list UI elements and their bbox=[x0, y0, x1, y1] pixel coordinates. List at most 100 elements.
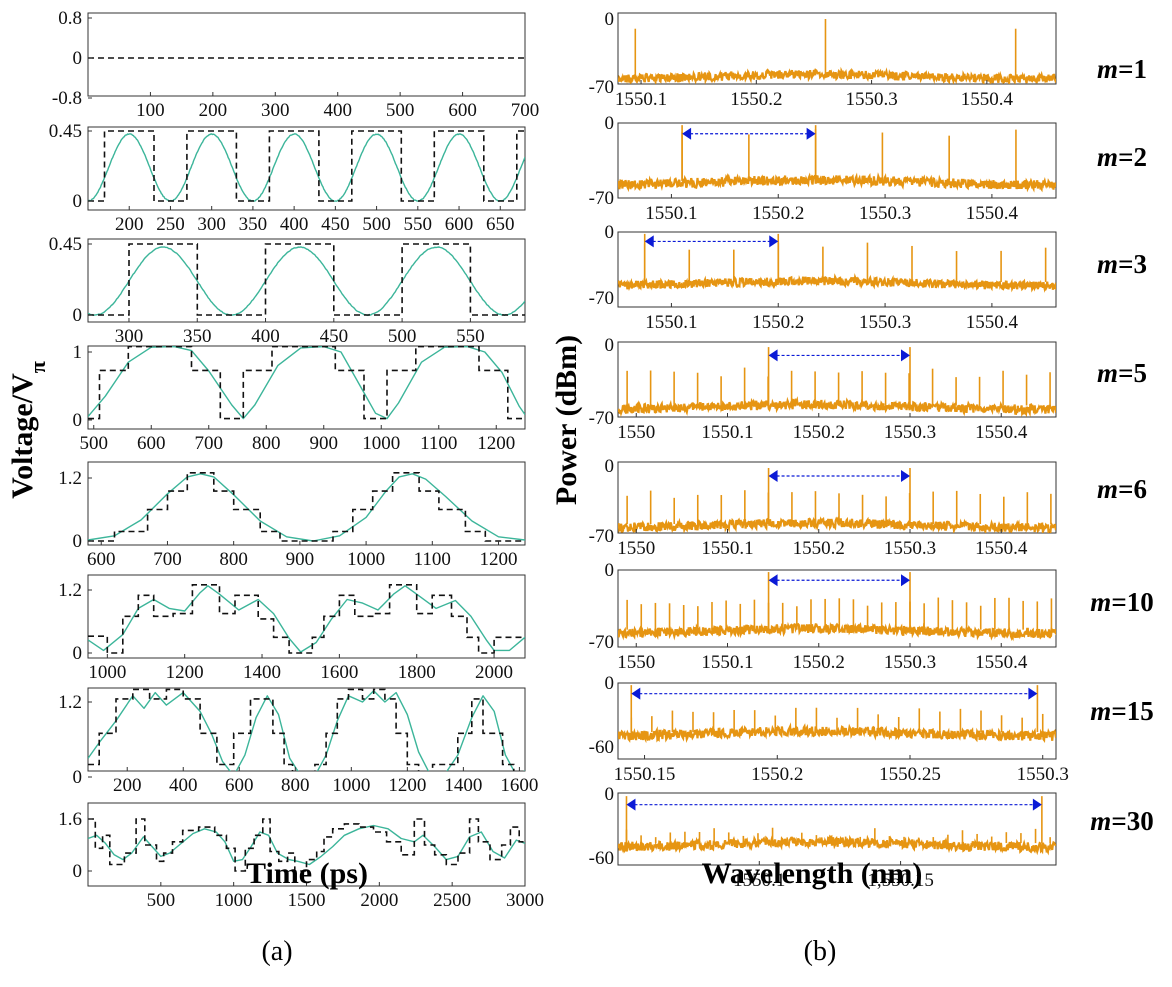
spectrum-subplot-8: 0 -60 1550.1 1,550.15 m=30 bbox=[589, 784, 1154, 891]
y-tick-label: 0.8 bbox=[58, 8, 82, 29]
harmonic-order-label: m=30 bbox=[1090, 806, 1153, 836]
x-tick-label: 1550.1 bbox=[615, 89, 667, 110]
y-tick-label: -70 bbox=[589, 632, 614, 653]
y-tick-label: -70 bbox=[589, 288, 614, 309]
filtered-signal-line bbox=[88, 690, 525, 771]
y-tick-label: -70 bbox=[589, 526, 614, 547]
subplot-frame bbox=[617, 461, 1057, 534]
spectrum-subplot-2: 0 -70 1550.1 1550.2 1550.3 1550.4 m=2 bbox=[589, 113, 1147, 224]
x-tick-label: 1200 bbox=[388, 775, 426, 796]
subplot-frame bbox=[87, 126, 526, 211]
x-tick-label: 500 bbox=[362, 214, 391, 235]
x-tick-label: 1550.2 bbox=[793, 652, 845, 673]
x-tick-label: 1550.2 bbox=[751, 764, 803, 785]
x-tick-label: 500 bbox=[147, 890, 176, 911]
x-tick-label: 3000 bbox=[506, 890, 544, 911]
y-tick-label: 0 bbox=[605, 9, 615, 30]
x-tick-label: 1550.4 bbox=[975, 538, 1028, 559]
y-tick-label: 0 bbox=[605, 335, 615, 356]
x-tick-label: 1000 bbox=[347, 549, 385, 570]
harmonic-order-label: m=10 bbox=[1090, 587, 1153, 617]
panel-b-spectrum-plots: 0 -70 1550.1 1550.2 1550.3 1550.4 m=10 -70 1550.… bbox=[589, 9, 1154, 891]
x-tick-label: 1550.3 bbox=[884, 538, 936, 559]
x-tick-label: 100 bbox=[136, 100, 165, 121]
x-tick-label: 1100 bbox=[414, 549, 451, 570]
y-tick-label: 0.45 bbox=[49, 234, 82, 255]
x-tick-label: 550 bbox=[456, 326, 485, 347]
arrowhead-left bbox=[768, 470, 778, 482]
y-tick-label: -60 bbox=[589, 737, 614, 758]
x-tick-label: 300 bbox=[197, 214, 226, 235]
y-tick-label: 0 bbox=[605, 560, 615, 581]
filtered-signal-line bbox=[88, 473, 525, 542]
x-tick-label: 1550.3 bbox=[884, 422, 936, 443]
subplot-frame bbox=[87, 238, 526, 323]
filtered-signal-line bbox=[88, 346, 525, 420]
x-tick-label: 200 bbox=[115, 214, 144, 235]
x-tick-label: 500 bbox=[80, 433, 109, 454]
spectrum-subplot-3: 0 -70 1550.1 1550.2 1550.3 1550.4 m=3 bbox=[589, 222, 1147, 333]
x-tick-label: 1550.1 bbox=[645, 203, 697, 224]
x-tick-label: 1550.2 bbox=[752, 312, 804, 333]
x-tick-label: 1500 bbox=[288, 890, 326, 911]
arrowhead-left bbox=[631, 687, 641, 700]
x-tick-label: 350 bbox=[183, 326, 212, 347]
filtered-signal-line bbox=[88, 585, 525, 653]
x-tick-label: 700 bbox=[153, 549, 182, 570]
x-tick-label: 1550.2 bbox=[793, 538, 845, 559]
time-subplot-8: 1.6 0 500 1000 1500 2000 2500 3000 bbox=[58, 802, 544, 911]
x-tick-label: 1550.3 bbox=[845, 89, 897, 110]
y-tick-label: 1.6 bbox=[58, 809, 82, 830]
y-tick-label: 0 bbox=[605, 222, 615, 243]
x-tick-label: 1550.2 bbox=[793, 422, 845, 443]
x-tick-label: 350 bbox=[239, 214, 268, 235]
subplot-frame bbox=[617, 569, 1057, 648]
spectrum-noise-floor bbox=[618, 66, 1056, 84]
x-tick-label: 600 bbox=[137, 433, 166, 454]
x-tick-label: 1600 bbox=[320, 662, 358, 683]
x-axis-label-time: Time (ps) bbox=[246, 857, 368, 890]
x-tick-label: 1800 bbox=[398, 662, 436, 683]
y-tick-label: 0 bbox=[73, 305, 83, 326]
subplot-frame bbox=[617, 12, 1057, 85]
y-tick-label: 1.2 bbox=[58, 692, 82, 713]
arrowhead-left bbox=[626, 798, 636, 811]
x-tick-label: 1550.2 bbox=[730, 89, 782, 110]
x-tick-label: 600 bbox=[445, 214, 474, 235]
x-tick-label: 400 bbox=[280, 214, 309, 235]
y-tick-label: 0 bbox=[73, 861, 83, 882]
y-tick-label: 0 bbox=[605, 113, 615, 134]
x-tick-label: 1550.1 bbox=[701, 422, 753, 443]
x-tick-label: 1550.3 bbox=[859, 312, 911, 333]
subplot-frame bbox=[617, 231, 1057, 308]
subplot-frame bbox=[87, 687, 526, 772]
y-tick-label: -70 bbox=[589, 408, 614, 429]
spectrum-noise-floor bbox=[618, 273, 1056, 293]
arrowhead-right bbox=[1032, 798, 1042, 811]
y-tick-label: 0 bbox=[73, 191, 83, 212]
x-tick-label: 1550.15 bbox=[614, 764, 676, 785]
drive-signal-line bbox=[88, 130, 525, 202]
drive-signal-line bbox=[88, 472, 525, 542]
x-tick-label: 450 bbox=[320, 326, 349, 347]
x-tick-label: 200 bbox=[199, 100, 228, 121]
x-tick-label: 1550.4 bbox=[975, 652, 1028, 673]
y-tick-label: 0 bbox=[73, 531, 83, 552]
y-tick-label: 0 bbox=[73, 643, 83, 664]
x-tick-label: 1200 bbox=[166, 662, 204, 683]
y-tick-label: 0 bbox=[605, 456, 615, 477]
x-tick-label: 1200 bbox=[480, 549, 518, 570]
x-tick-label: 1000 bbox=[88, 662, 126, 683]
caption-a: (a) bbox=[261, 936, 292, 967]
subplot-frame bbox=[87, 345, 526, 430]
x-tick-label: 1400 bbox=[444, 775, 482, 796]
x-tick-label: 1000 bbox=[362, 433, 400, 454]
x-tick-label: 200 bbox=[113, 775, 142, 796]
y-tick-label: 0.45 bbox=[49, 121, 82, 142]
